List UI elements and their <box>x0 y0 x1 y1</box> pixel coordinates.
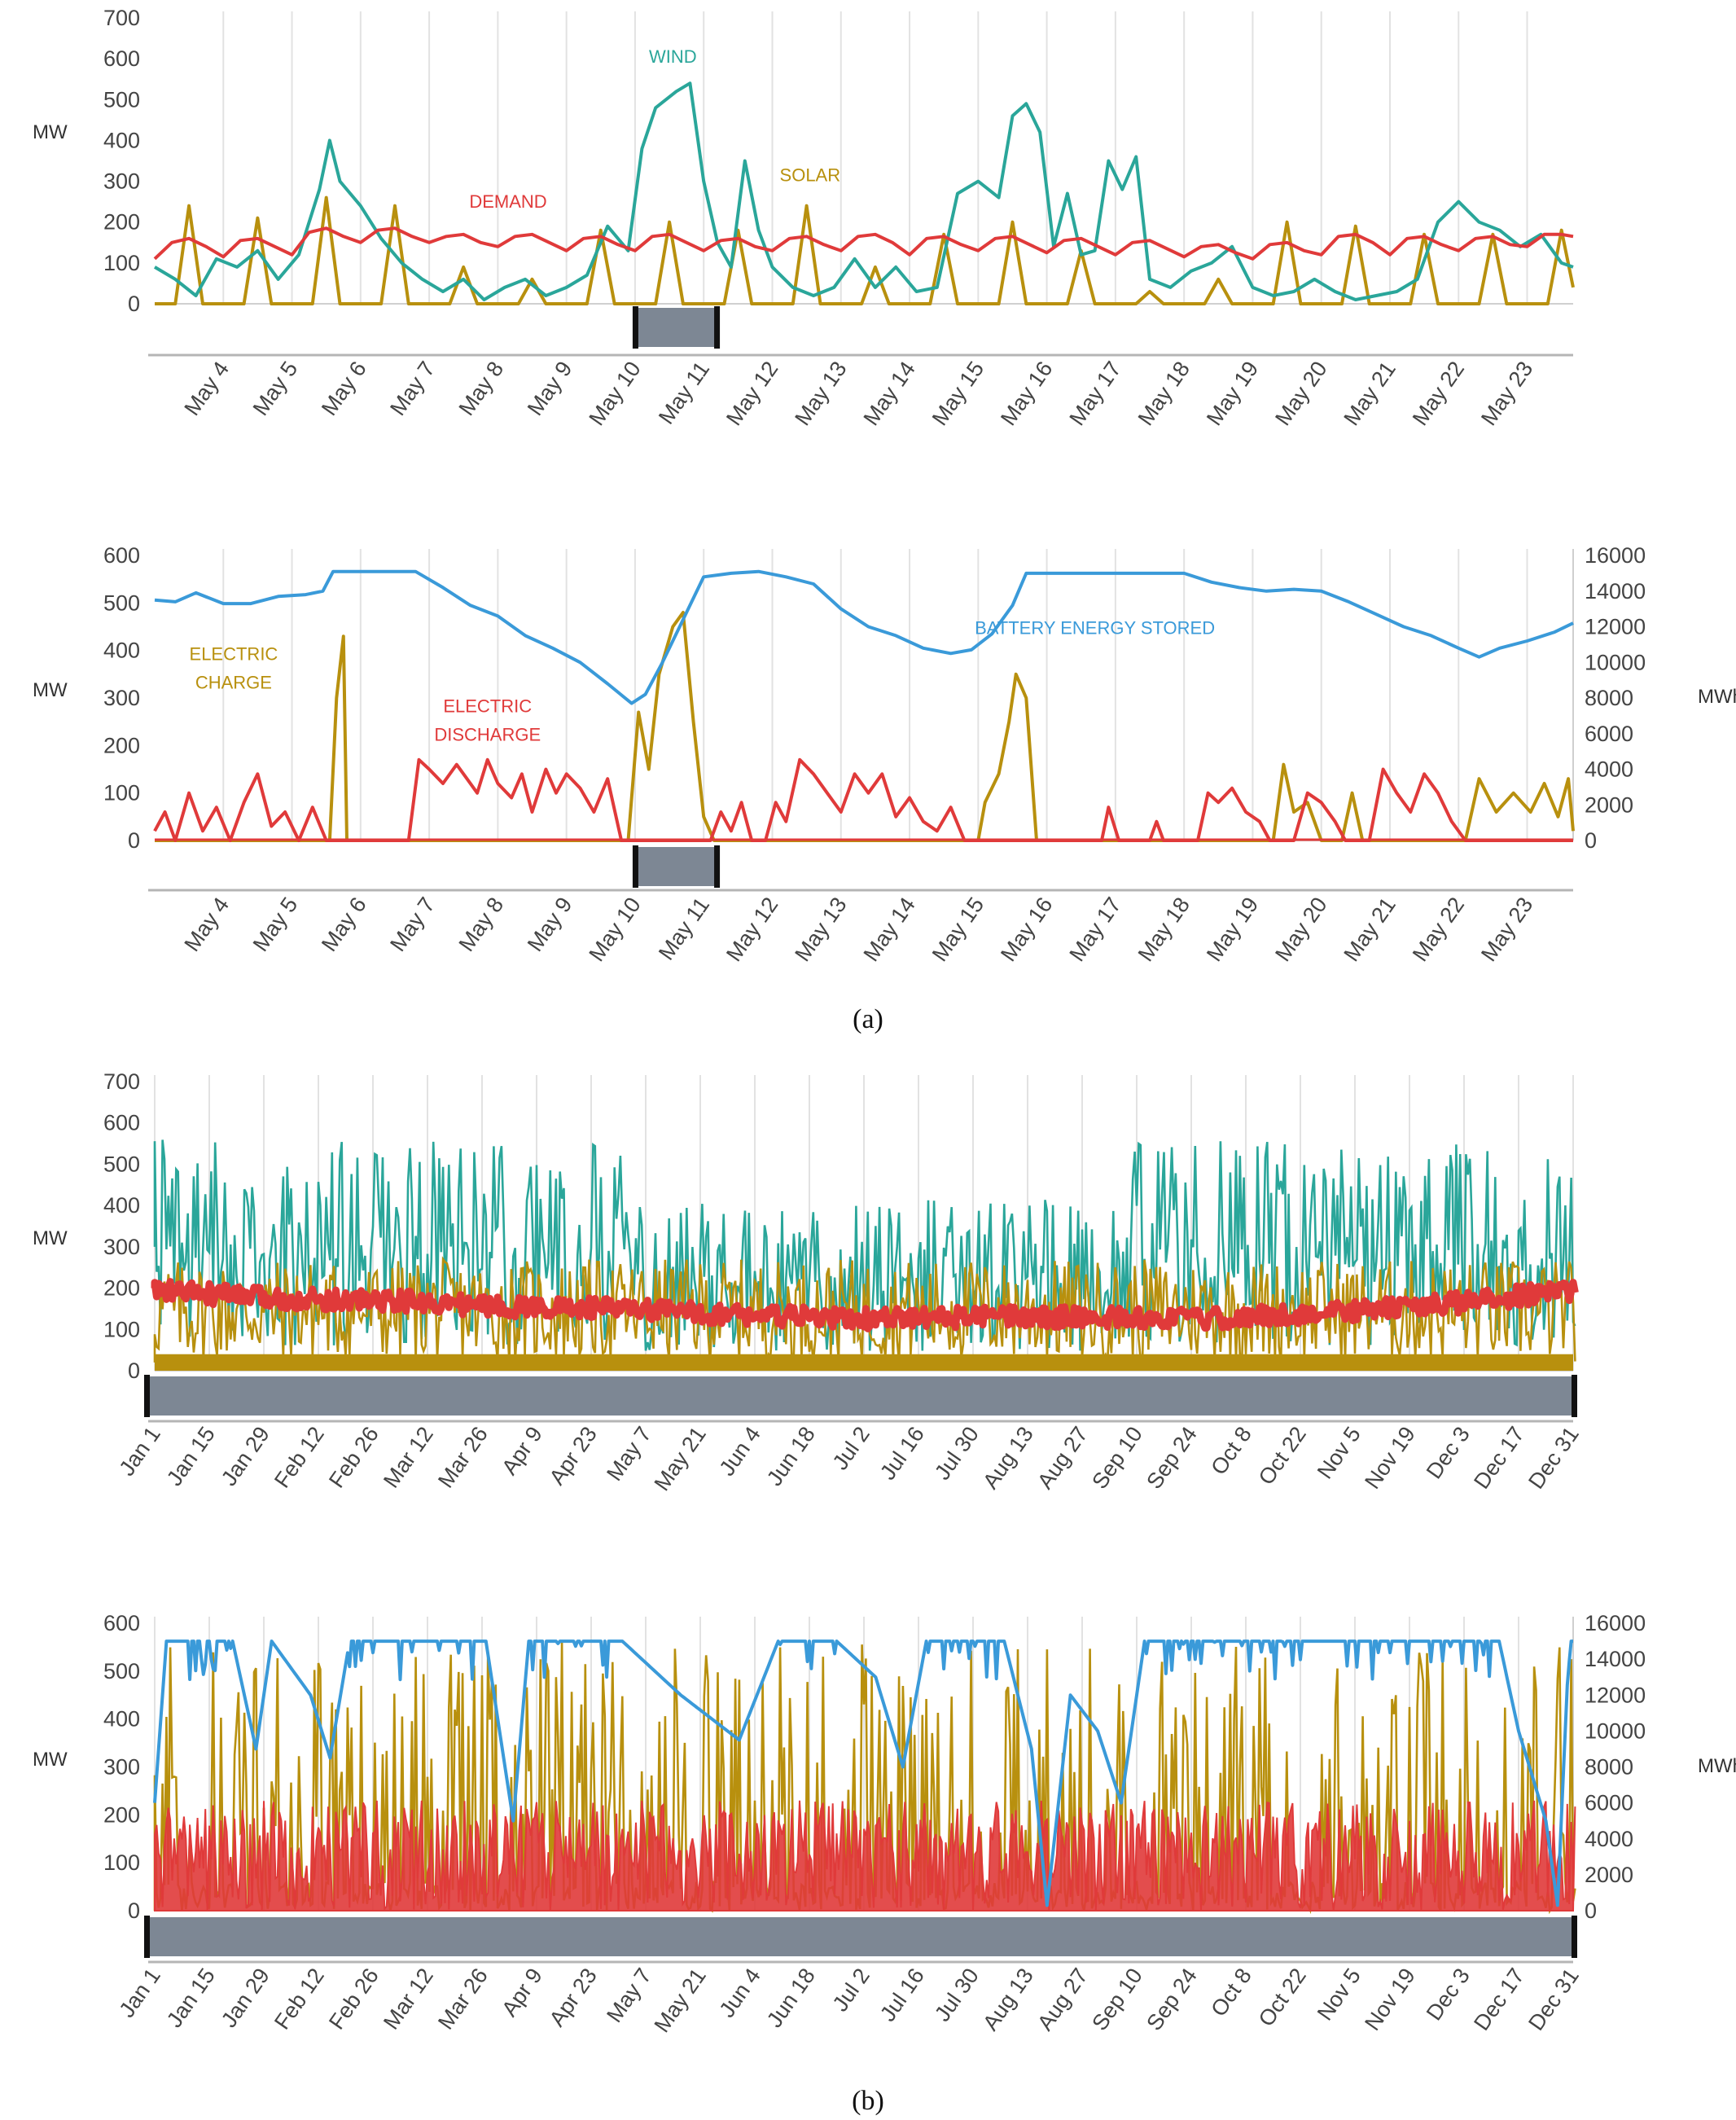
y-tick-label: 300 <box>103 1755 140 1780</box>
y-axis-label: MW <box>33 1227 68 1249</box>
y2-tick-label: 16000 <box>1585 1611 1646 1635</box>
y-tick-label: 700 <box>103 6 140 30</box>
y-tick-label: 700 <box>103 1069 140 1094</box>
y2-tick-label: 6000 <box>1585 1791 1633 1815</box>
y-tick-label: 500 <box>103 1659 140 1683</box>
y-tick-label: 200 <box>103 210 140 235</box>
range-brush <box>632 845 721 888</box>
y-tick-label: 300 <box>103 1235 140 1259</box>
y-tick-label: 600 <box>103 543 140 568</box>
series-solar <box>155 195 1575 305</box>
y-tick-label: 300 <box>103 686 140 710</box>
brush-handle-left <box>632 306 638 349</box>
brush-handle-left <box>144 1916 150 1958</box>
brush-handle-left <box>632 845 638 888</box>
y-tick-label: 0 <box>128 1898 140 1923</box>
y2-tick-label: 4000 <box>1585 1827 1633 1851</box>
y2-tick-label: 16000 <box>1585 543 1646 568</box>
brush-handle-left <box>144 1375 150 1417</box>
annotation-charge: ELECTRIC <box>190 643 278 664</box>
annotation-discharge: DISCHARGE <box>434 725 541 745</box>
y2-tick-label: 12000 <box>1585 615 1646 639</box>
y2-tick-label: 12000 <box>1585 1683 1646 1707</box>
y2-tick-label: 10000 <box>1585 650 1646 674</box>
y2-tick-label: 0 <box>1585 1898 1597 1923</box>
series-demand <box>153 226 1574 261</box>
y-tick-label: 600 <box>103 1611 140 1635</box>
series-group <box>153 569 1575 842</box>
y-tick-label: 0 <box>128 292 140 316</box>
series-wind <box>153 81 1574 301</box>
y2-axis-label: MWh <box>1698 1755 1736 1777</box>
brush-selection <box>147 1376 1575 1416</box>
y2-tick-label: 4000 <box>1585 757 1633 782</box>
y2-tick-label: 14000 <box>1585 1647 1646 1671</box>
y2-tick-label: 2000 <box>1585 1863 1633 1887</box>
y2-tick-label: 10000 <box>1585 1718 1646 1743</box>
range-brush <box>632 306 721 349</box>
series-group <box>151 1139 1579 1371</box>
brush-selection <box>147 1917 1575 1956</box>
y-axis-label: MW <box>33 679 68 701</box>
series-group <box>153 81 1575 305</box>
y-tick-label: 0 <box>128 1358 140 1383</box>
brush-selection <box>634 308 718 347</box>
y-tick-label: 200 <box>103 733 140 757</box>
brush-handle-right <box>714 306 721 349</box>
annotation-solar: SOLAR <box>780 165 841 186</box>
brush-selection <box>634 847 718 886</box>
brush-handle-right <box>714 845 721 888</box>
y-tick-label: 500 <box>103 1152 140 1176</box>
annotation-charge: CHARGE <box>195 672 272 692</box>
y2-tick-label: 6000 <box>1585 722 1633 746</box>
y-tick-label: 400 <box>103 1707 140 1732</box>
y-tick-label: 100 <box>103 1317 140 1341</box>
y-tick-label: 400 <box>103 128 140 152</box>
y-tick-label: 400 <box>103 639 140 663</box>
y-tick-label: 500 <box>103 87 140 112</box>
y-tick-label: 0 <box>128 828 140 853</box>
y2-tick-label: 14000 <box>1585 579 1646 604</box>
y-axis-label: MW <box>33 121 68 143</box>
series-discharge <box>154 1800 1576 1912</box>
y2-tick-label: 8000 <box>1585 686 1633 710</box>
y-tick-label: 100 <box>103 251 140 275</box>
annotation-discharge: ELECTRIC <box>443 696 532 717</box>
y-tick-label: 300 <box>103 169 140 194</box>
y2-tick-label: 2000 <box>1585 792 1633 817</box>
annotation-demand: DEMAND <box>469 191 546 212</box>
y2-axis-label: MWh <box>1698 686 1736 708</box>
series-battery <box>154 569 1574 705</box>
y-tick-label: 100 <box>103 781 140 805</box>
series-solar <box>153 1256 1576 1363</box>
series-battery <box>153 1639 1573 1907</box>
y-tick-label: 500 <box>103 590 140 615</box>
range-brush <box>144 1375 1577 1417</box>
y2-tick-label: 0 <box>1585 828 1597 853</box>
y-tick-label: 100 <box>103 1850 140 1875</box>
series-group <box>153 1639 1576 1915</box>
y-tick-label: 200 <box>103 1802 140 1827</box>
y-axis-label: MW <box>33 1749 68 1771</box>
range-brush <box>144 1916 1577 1958</box>
y-tick-label: 600 <box>103 1111 140 1135</box>
annotation-wind: WIND <box>649 46 697 67</box>
y2-tick-label: 8000 <box>1585 1755 1633 1780</box>
series-charge <box>155 611 1575 842</box>
brush-handle-right <box>1572 1916 1577 1958</box>
y-tick-label: 400 <box>103 1193 140 1218</box>
series-demand <box>151 1278 1579 1332</box>
solar-base-fill <box>155 1354 1573 1371</box>
y-tick-label: 200 <box>103 1276 140 1301</box>
annotation-battery: BATTERY ENERGY STORED <box>975 617 1215 638</box>
caption-b: (b) <box>852 2086 884 2116</box>
brush-handle-right <box>1572 1375 1577 1417</box>
caption-a: (a) <box>853 1004 883 1034</box>
y-tick-label: 600 <box>103 46 140 71</box>
